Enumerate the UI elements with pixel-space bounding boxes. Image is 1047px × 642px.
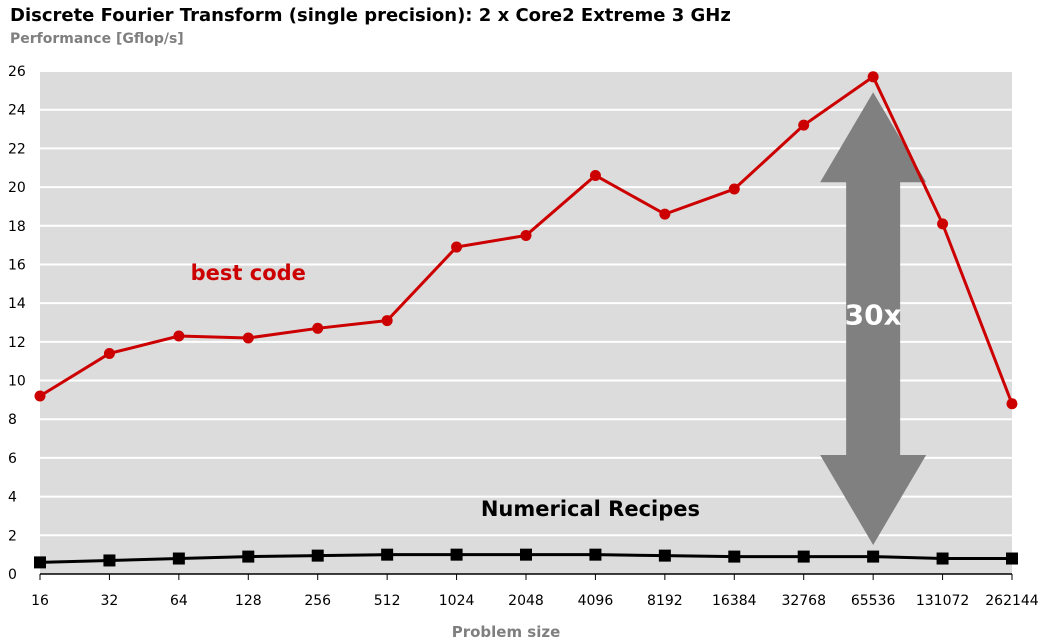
data-point <box>658 549 671 562</box>
data-point <box>728 550 741 563</box>
data-point <box>173 330 185 342</box>
data-point <box>103 347 115 359</box>
data-point <box>520 229 532 241</box>
double-arrow <box>820 92 927 545</box>
data-point <box>937 218 949 230</box>
data-point <box>520 548 532 561</box>
data-point <box>381 548 394 561</box>
data-point <box>34 556 46 569</box>
ratio-arrow <box>820 92 927 545</box>
data-point <box>172 552 185 565</box>
x-tick-label: 256 <box>304 593 331 609</box>
series-lines <box>34 71 1018 569</box>
series-best-code <box>34 71 1018 410</box>
y-tick-label: 4 <box>8 490 17 506</box>
x-tick-label: 64 <box>170 593 188 609</box>
x-tick-label: 32768 <box>781 593 826 609</box>
data-point <box>34 390 46 402</box>
data-point <box>659 208 671 220</box>
x-axis-label: Problem size <box>452 623 561 641</box>
data-point <box>450 548 463 561</box>
x-tick-label: 32 <box>101 593 119 609</box>
data-point <box>242 550 255 563</box>
y-tick-label: 18 <box>8 219 26 235</box>
x-tick-label: 131072 <box>916 593 969 609</box>
y-tick-label: 12 <box>8 335 26 351</box>
numerical-recipes-label: Numerical Recipes <box>481 497 700 521</box>
y-tick-label: 22 <box>8 141 26 157</box>
y-tick-label: 2 <box>8 528 17 544</box>
x-tick-label: 512 <box>374 593 401 609</box>
x-tick-label: 262144 <box>985 593 1039 609</box>
ratio-label: 30x <box>845 299 902 332</box>
data-point <box>312 322 324 334</box>
y-tick-label: 10 <box>8 374 26 390</box>
x-tick-label: 128 <box>235 593 262 609</box>
y-tick-label: 0 <box>8 567 17 583</box>
x-axis: 16 32 64 128 256 512 1024 2048 4096 8192 16384 3276… <box>31 573 1039 609</box>
data-point <box>242 332 254 344</box>
data-point <box>867 71 879 83</box>
y-tick-label: 24 <box>8 103 26 119</box>
data-point <box>1006 398 1018 410</box>
x-tick-label: 1024 <box>439 593 475 609</box>
data-point <box>728 183 740 195</box>
data-point <box>381 315 393 327</box>
data-point <box>867 550 880 563</box>
series-numerical-recipes <box>34 548 1018 569</box>
x-tick-label: 2048 <box>508 593 544 609</box>
best-code-label: best code <box>191 261 306 285</box>
chart-title: Discrete Fourier Transform (single preci… <box>10 5 731 26</box>
x-tick-label: 8192 <box>647 593 683 609</box>
x-tick-label: 16384 <box>712 593 757 609</box>
data-point <box>103 554 116 567</box>
data-point <box>451 241 463 253</box>
chart-subtitle: Performance [Gflop/s] <box>10 31 184 47</box>
data-point <box>798 119 810 131</box>
y-tick-label: 20 <box>8 180 26 196</box>
y-tick-label: 6 <box>8 451 17 467</box>
data-point <box>797 550 810 563</box>
x-tick-label: 16 <box>31 593 49 609</box>
data-point <box>936 552 949 565</box>
y-tick-label: 16 <box>8 257 26 273</box>
y-tick-label: 8 <box>8 412 17 428</box>
x-tick-label: 65536 <box>851 593 896 609</box>
data-point <box>1006 552 1018 565</box>
x-tick-label: 4096 <box>578 593 614 609</box>
y-tick-label: 26 <box>8 64 26 80</box>
data-point <box>589 548 602 561</box>
data-point <box>311 549 324 562</box>
data-point <box>589 169 601 181</box>
y-tick-label: 14 <box>8 296 26 312</box>
